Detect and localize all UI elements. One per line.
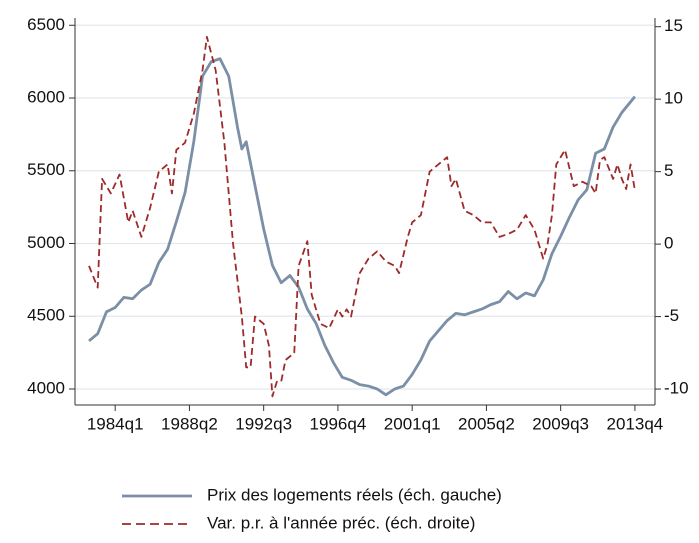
x-tick-label: 2009q3: [532, 414, 589, 433]
y-tick-label: 6000: [27, 88, 65, 107]
plot-area: [75, 18, 655, 405]
y2-tick-label: 5: [664, 161, 673, 180]
y2-tick-label: 10: [664, 89, 683, 108]
legend-label: Prix des logements réels (éch. gauche): [207, 485, 502, 504]
y-tick-label: 6500: [27, 15, 65, 34]
series-line: [88, 35, 636, 398]
y-tick-label: 4000: [27, 378, 65, 397]
series-line: [88, 57, 636, 397]
y2-tick-label: -5: [664, 306, 679, 325]
x-tick-label: 1996q4: [310, 414, 367, 433]
y-tick-label: 4500: [27, 306, 65, 325]
y2-tick-label: 0: [664, 234, 673, 253]
x-tick-label: 1984q1: [87, 414, 144, 433]
x-tick-label: 1992q3: [235, 414, 292, 433]
legend-label: Var. p.r. à l'année préc. (éch. droite): [207, 513, 475, 532]
y2-tick-label: -10: [664, 379, 689, 398]
y2-tick-label: 15: [664, 16, 683, 35]
y-tick-label: 5000: [27, 233, 65, 252]
x-tick-label: 2005q2: [458, 414, 515, 433]
y-tick-label: 5500: [27, 160, 65, 179]
x-tick-label: 2001q1: [384, 414, 441, 433]
x-tick-label: 1988q2: [161, 414, 218, 433]
x-tick-label: 2013q4: [607, 414, 664, 433]
